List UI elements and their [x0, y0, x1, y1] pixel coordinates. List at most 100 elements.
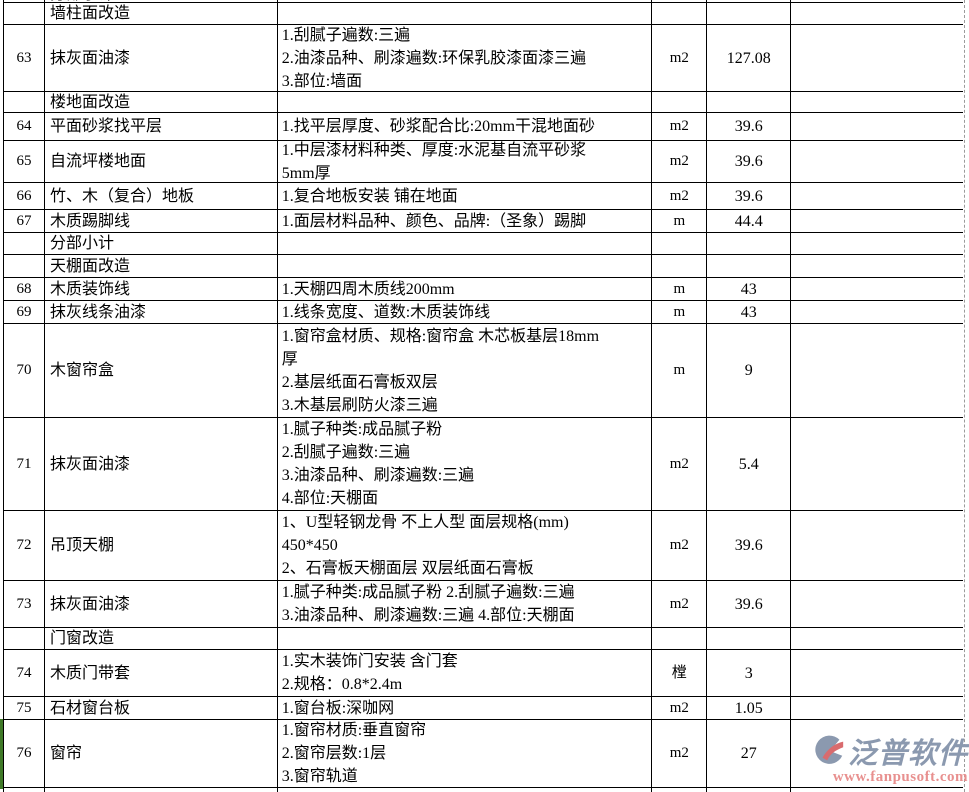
cell-amount-empty [791, 278, 963, 300]
cell-row-number: 74 [4, 650, 45, 696]
cell-item-name: 抹灰面油漆 [45, 418, 278, 510]
cell-unit: m2 [652, 581, 708, 627]
cell-row-number: 64 [4, 113, 45, 140]
cell-row-number [4, 255, 45, 277]
cell-row-number: 73 [4, 581, 45, 627]
watermark: 泛普软件 www.fanpusoft.com [814, 730, 968, 786]
cell-unit: 樘 [652, 650, 708, 696]
cell-description: 1.窗台板:深咖网 [278, 697, 653, 719]
cell-item-name: 石材窗台板 [45, 697, 278, 719]
cell-quantity: 39.6 [707, 183, 792, 209]
cell-description [278, 0, 653, 2]
cell-quantity: 39.6 [707, 511, 792, 580]
cell-row-number: 63 [4, 25, 45, 91]
cell-row-number: 66 [4, 183, 45, 209]
cell-description: 1.腻子种类:成品腻子粉 2.刮腻子遍数:三遍 3.油漆品种、刷漆遍数:三遍 4.… [278, 581, 653, 627]
cell-item-name: 木窗帘盒 [45, 324, 278, 417]
cell-item-name: 自流坪楼地面 [45, 141, 278, 182]
cell-description: 1.找平层厚度、砂浆配合比:20mm干混地面砂 [278, 113, 653, 140]
cell-row-number: 67 [4, 210, 45, 232]
active-row-marker [0, 719, 3, 789]
cell-item-name: 平面砂浆找平层 [45, 113, 278, 140]
cell-quantity [707, 0, 792, 2]
table-row-item: 68 木质装饰线 1.天棚四周木质线200mm m 43 [4, 278, 963, 301]
cell-item-name: 竹、木（复合）地板 [45, 183, 278, 209]
cell-quantity: 3 [707, 650, 792, 696]
cell-unit [652, 788, 708, 792]
cell-section-name: 分部小计 [45, 233, 278, 254]
cell-item-name: 木质门带套 [45, 650, 278, 696]
cell-quantity: 44.4 [707, 210, 792, 232]
cell-item-name [45, 788, 278, 792]
cell-description: 1.线条宽度、道数:木质装饰线 [278, 301, 653, 323]
cell-row-number: 75 [4, 697, 45, 719]
cell-description [278, 233, 653, 254]
table-row-item: 73 抹灰面油漆 1.腻子种类:成品腻子粉 2.刮腻子遍数:三遍 3.油漆品种、刷漆遍… [4, 581, 963, 628]
cell-amount-empty [791, 141, 963, 182]
cell-amount-empty [791, 210, 963, 232]
cell-row-number [4, 0, 45, 2]
cell-unit: m2 [652, 697, 708, 719]
cell-section-name: 天棚面改造 [45, 255, 278, 277]
cell-description: 1.天棚四周木质线200mm [278, 278, 653, 300]
cell-amount-empty [791, 650, 963, 696]
cell-description: 1.面层材料品种、颜色、品牌:（圣象）踢脚 [278, 210, 653, 232]
table-row-partial: 分部小计 [4, 0, 963, 3]
cell-quantity: 9 [707, 324, 792, 417]
cell-unit: m [652, 278, 708, 300]
cell-unit [652, 628, 708, 649]
cell-row-number: 68 [4, 278, 45, 300]
cell-row-number [4, 628, 45, 649]
cell-item-name: 木质踢脚线 [45, 210, 278, 232]
cell-description [278, 628, 653, 649]
cell-description [278, 3, 653, 24]
cell-quantity [707, 255, 792, 277]
fanpu-logo-icon [814, 735, 846, 767]
cell-quantity: 43 [707, 301, 792, 323]
cell-description: 1.窗帘材质:垂直窗帘 2.窗帘层数:1层 3.窗帘轨道 [278, 720, 653, 787]
cell-quantity: 1.05 [707, 697, 792, 719]
cell-quantity: 43 [707, 278, 792, 300]
cell-description: 1.中层漆材料种类、厚度:水泥基自流平砂浆 5mm厚 [278, 141, 653, 182]
cell-unit: m2 [652, 141, 708, 182]
cell-row-number: 71 [4, 418, 45, 510]
cell-quantity [707, 3, 792, 24]
cell-unit: m2 [652, 418, 708, 510]
cell-description [278, 92, 653, 112]
cell-section-name: 楼地面改造 [45, 92, 278, 112]
cell-item-name: 抹灰线条油漆 [45, 301, 278, 323]
cell-row-number [4, 233, 45, 254]
cell-item-name: 木质装饰线 [45, 278, 278, 300]
cell-description: 1.窗帘盒材质、规格:窗帘盒 木芯板基层18mm 厚 2.基层纸面石膏板双层 3.木基… [278, 324, 653, 417]
cell-amount-empty [791, 25, 963, 91]
cell-quantity [707, 92, 792, 112]
cell-amount-empty [791, 788, 963, 792]
cell-amount-empty [791, 183, 963, 209]
cell-quantity: 5.4 [707, 418, 792, 510]
cell-quantity: 39.6 [707, 113, 792, 140]
table-row-partial [4, 788, 963, 792]
watermark-url: www.fanpusoft.com [832, 769, 968, 785]
cell-quantity: 127.08 [707, 25, 792, 91]
cell-amount-empty [791, 697, 963, 719]
table-row-item: 64 平面砂浆找平层 1.找平层厚度、砂浆配合比:20mm干混地面砂 m2 39.6 [4, 113, 963, 141]
cell-amount-empty [791, 418, 963, 510]
boq-table: 分部小计墙柱面改造63抹灰面油漆1.刮腻子遍数:三遍2.油漆品种、刷漆遍数:环保… [3, 0, 963, 792]
cell-item-name: 抹灰面油漆 [45, 25, 278, 91]
cell-description: 1.刮腻子遍数:三遍 2.油漆品种、刷漆遍数:环保乳胶漆面漆三遍 3.部位:墙面 [278, 25, 653, 91]
cell-row-number: 69 [4, 301, 45, 323]
cell-description: 1、U型轻钢龙骨 不上人型 面层规格(mm) 450*450 2、石膏板天棚面层 双… [278, 511, 653, 580]
cell-unit: m2 [652, 720, 708, 787]
cell-amount-empty [791, 324, 963, 417]
table-row-item: 67 木质踢脚线 1.面层材料品种、颜色、品牌:（圣象）踢脚 m 44.4 [4, 210, 963, 233]
cell-row-number [4, 92, 45, 112]
cell-item-name: 吊顶天棚 [45, 511, 278, 580]
cell-amount-empty [791, 0, 963, 2]
cell-description: 1.腻子种类:成品腻子粉 2.刮腻子遍数:三遍 3.油漆品种、刷漆遍数:三遍 4.部位… [278, 418, 653, 510]
cell-amount-empty [791, 233, 963, 254]
cell-unit: m2 [652, 511, 708, 580]
cell-unit [652, 0, 708, 2]
cell-amount-empty [791, 301, 963, 323]
table-row-item: 69 抹灰线条油漆 1.线条宽度、道数:木质装饰线 m 43 [4, 301, 963, 324]
cell-row-number: 72 [4, 511, 45, 580]
